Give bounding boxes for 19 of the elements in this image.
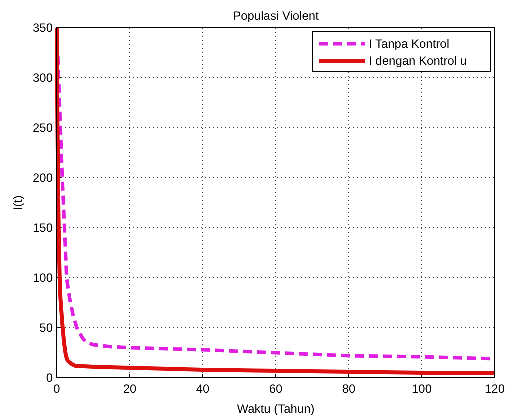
x-tick-label: 120 xyxy=(484,382,506,396)
y-tick-label: 50 xyxy=(40,321,54,335)
y-tick-label: 200 xyxy=(32,171,54,185)
x-tick-label: 20 xyxy=(123,382,137,396)
y-tick-label: 150 xyxy=(32,221,54,235)
y-tick-label: 300 xyxy=(32,71,54,85)
x-axis-title: Waktu (Tahun) xyxy=(237,402,315,416)
x-tick-label: 80 xyxy=(342,382,356,396)
y-tick-label: 0 xyxy=(46,371,54,385)
legend-label: I Tanpa Kontrol xyxy=(369,37,450,51)
y-tick-label: 100 xyxy=(32,271,54,285)
x-tick-label: 60 xyxy=(269,382,283,396)
y-axis-title: I(t) xyxy=(11,196,25,210)
legend-label: I dengan Kontrol u xyxy=(369,54,468,68)
y-tick-label: 350 xyxy=(32,21,54,35)
chart-title: Populasi Violent xyxy=(233,9,320,23)
x-tick-label: 40 xyxy=(196,382,210,396)
y-tick-label: 250 xyxy=(32,121,54,135)
x-tick-label: 100 xyxy=(412,382,432,396)
